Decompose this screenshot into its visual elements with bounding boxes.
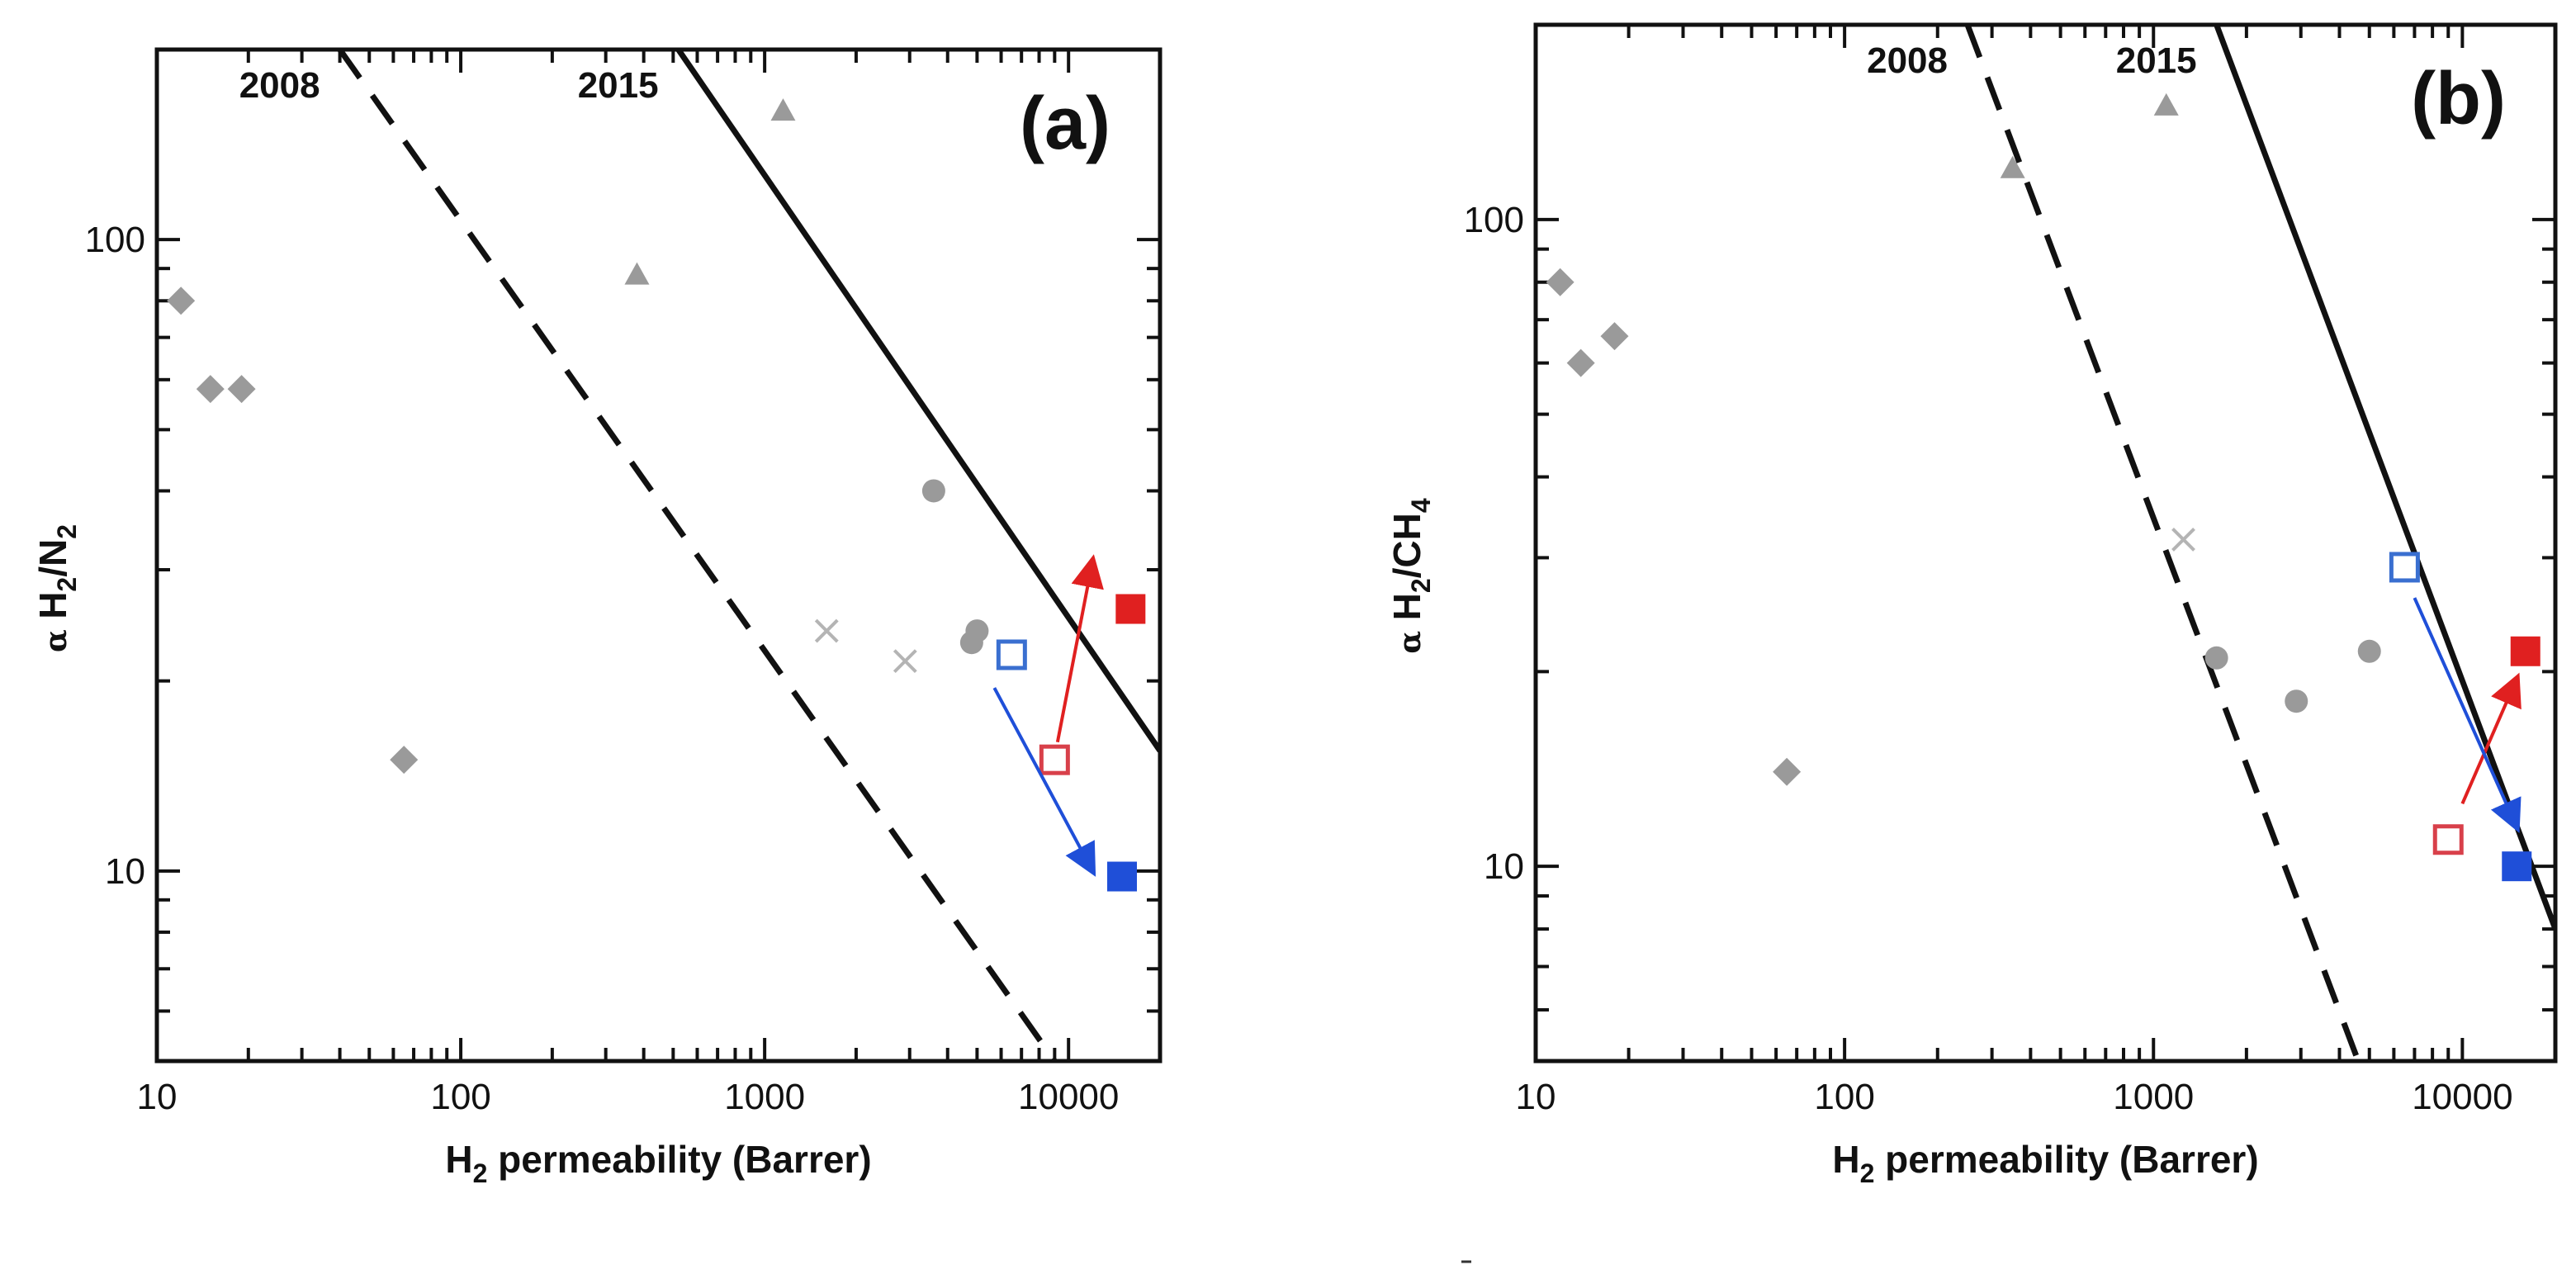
blue-arrow [992,687,1096,877]
data-point-diamond [1566,348,1595,377]
plot-area [1546,25,2555,1061]
y-axis-title: α H2/CH4 [1385,498,1436,654]
data-point-diamond [1546,268,1574,296]
x-tick-label: 100 [430,1077,490,1117]
red-arrow [2460,672,2522,805]
data-point-triangle [2153,92,2179,116]
data-point-diamond [390,746,419,775]
plot-frame [154,47,1163,1064]
data-point-square [2502,851,2532,882]
chart-panel-b: 10 100 1000 10000 10 100 H2 permeability (Barr… [1385,22,2558,1188]
data-point-square-open [1039,744,1070,775]
data-point-triangle [2000,155,2025,178]
data-point-diamond [167,287,196,315]
upper-bound-label: 2008 [1867,40,1948,81]
x-tick-label: 10000 [1018,1077,1119,1117]
x-tick-label: 10 [1516,1077,1556,1117]
y-tick-label: 100 [85,220,145,260]
y-tick-label: 10 [1484,846,1524,887]
data-point-triangle [770,98,796,121]
data-point-diamond [196,375,225,404]
data-point-diamond [1773,757,1802,786]
data-point-circle [2357,639,2381,663]
x-tick-label: 10000 [2412,1077,2512,1117]
data-point-x [814,618,839,643]
panel-label: (a) [1020,83,1110,165]
x-tick-label: 1000 [2113,1077,2194,1117]
upper-bound-2015-line [2214,25,2555,931]
y-tick-label: 10 [105,851,145,892]
upper-bound-2008-line [1964,25,2361,1061]
data-point-square-open [2432,824,2464,855]
upper-bound-label: 2015 [578,65,659,106]
x-tick-label: 100 [1814,1077,1874,1117]
data-point-circle [921,479,945,503]
data-point-diamond [227,375,256,404]
data-point-x [893,649,917,674]
plot-frame [1533,22,2558,1064]
chart-panel-a: 10 100 1000 10000 10 100 H2 permeability (Barr… [31,47,1163,1188]
red-arrow [1055,554,1104,743]
data-point-circle [2285,689,2308,713]
data-point-square [1115,594,1146,624]
upper-bound-2008-line [337,50,1058,1061]
data-point-triangle [624,262,650,285]
x-tick-label: 1000 [724,1077,805,1117]
upper-bound-label: 2015 [2116,40,2197,81]
data-point-square-open [2389,552,2420,583]
x-axis-title: H2 permeability (Barrer) [445,1138,871,1188]
data-point-diamond [1600,322,1629,351]
y-tick-label: 100 [1464,200,1524,240]
blue-arrow [2413,597,2522,833]
data-point-square [2510,636,2540,666]
upper-bound-label: 2008 [239,65,320,106]
data-point-square [1107,861,1138,892]
x-tick-label: 10 [137,1077,178,1117]
plot-area [167,50,1160,1061]
x-axis-title: H2 permeability (Barrer) [1832,1138,2258,1188]
data-point-x [2171,528,2195,552]
data-point-square-open [996,639,1027,670]
y-axis-title: α H2/N2 [31,524,82,652]
data-point-circle [2204,646,2228,670]
data-point-circle [965,619,989,643]
panel-label: (b) [2411,58,2506,140]
